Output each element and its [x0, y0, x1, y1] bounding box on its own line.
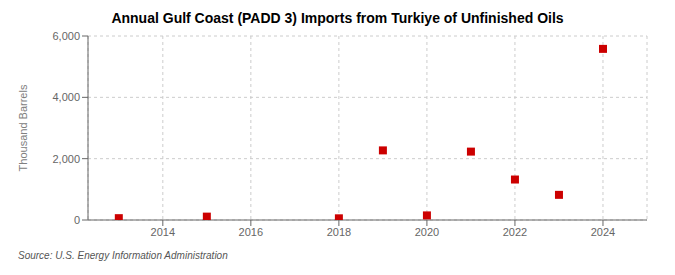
svg-text:2018: 2018	[327, 226, 351, 238]
svg-text:0: 0	[74, 214, 80, 226]
svg-text:2016: 2016	[239, 226, 263, 238]
svg-text:2022: 2022	[503, 226, 527, 238]
svg-text:4,000: 4,000	[52, 91, 80, 103]
svg-text:2020: 2020	[415, 226, 439, 238]
svg-text:6,000: 6,000	[52, 30, 80, 42]
svg-text:Thousand Barrels: Thousand Barrels	[17, 84, 29, 171]
html-text:Annual Gulf Coast (PADD 3) Imp: Annual Gulf Coast (PADD 3) Imports from …	[111, 10, 564, 26]
svg-text:2024: 2024	[591, 226, 615, 238]
svg-text:2014: 2014	[151, 226, 175, 238]
html-text:Source: U.S. Energy Informatio: Source: U.S. Energy Information Administ…	[18, 250, 228, 261]
svg-text:2,000: 2,000	[52, 153, 80, 165]
